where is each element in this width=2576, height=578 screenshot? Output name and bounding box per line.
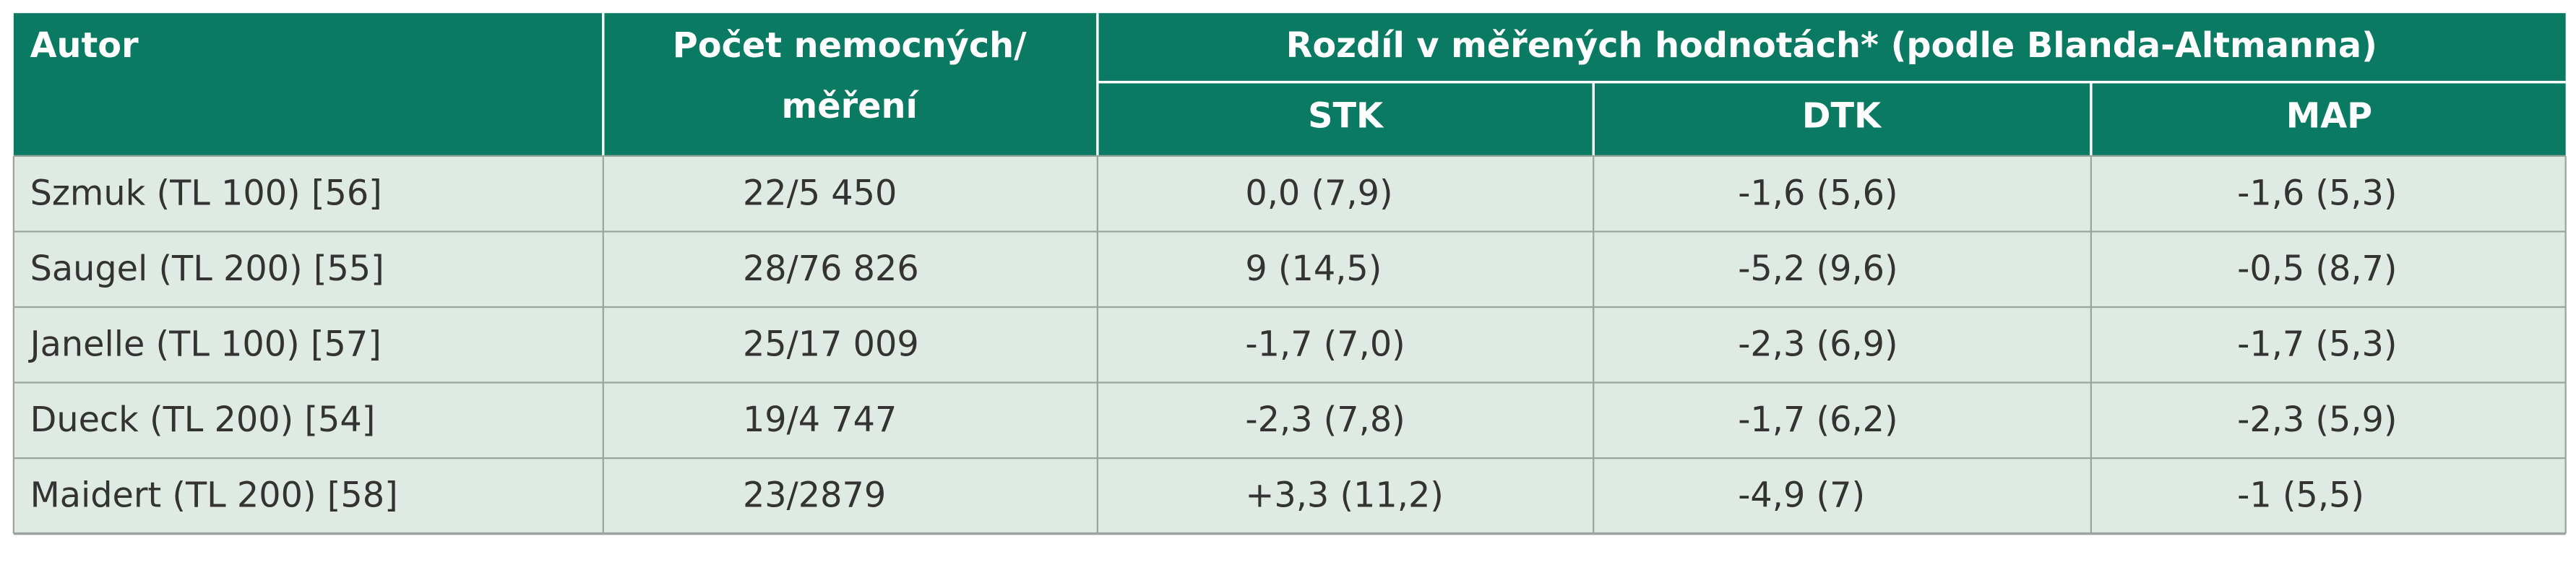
cell: +3,3 (11,2) (1245, 476, 1444, 516)
cell: -4,9 (7) (1738, 476, 1865, 516)
cell: Janelle (TL 100) [57] (28, 325, 382, 365)
header-count: měření (782, 87, 920, 126)
header-subcolumn: DTK (1802, 97, 1882, 137)
header-background (13, 13, 2566, 156)
cell: 28/76 826 (743, 249, 919, 289)
header-difference: Rozdíl v měřených hodnotách* (podle Blan… (1286, 26, 2377, 66)
cell: 19/4 747 (743, 400, 897, 440)
cell: -1 (5,5) (2237, 476, 2364, 516)
cell: Szmuk (TL 100) [56] (30, 173, 382, 213)
cell: Maidert (TL 200) [58] (30, 476, 398, 516)
cell: -1,6 (5,6) (1738, 173, 1897, 213)
cell: -5,2 (9,6) (1738, 249, 1897, 289)
cell: Saugel (TL 200) [55] (30, 249, 384, 289)
cell: 23/2879 (743, 476, 886, 516)
cell: 0,0 (7,9) (1245, 173, 1392, 213)
cell: -2,3 (7,8) (1245, 400, 1405, 440)
cell: -1,7 (7,0) (1245, 325, 1405, 365)
header-author: Autor (30, 26, 139, 66)
cell: -1,6 (5,3) (2237, 173, 2397, 213)
cell: -1,7 (6,2) (1738, 400, 1897, 440)
cell: 22/5 450 (743, 173, 897, 213)
cell: -2,3 (6,9) (1738, 325, 1897, 365)
cell: 25/17 009 (743, 325, 919, 365)
cell: -1,7 (5,3) (2237, 325, 2397, 365)
cell: Dueck (TL 200) [54] (30, 400, 376, 440)
cell: 9 (14,5) (1245, 249, 1382, 289)
header-count: Počet nemocných/ (673, 26, 1027, 66)
cell: -0,5 (8,7) (2237, 249, 2397, 289)
body-background (13, 155, 2566, 534)
cell: -2,3 (5,9) (2237, 400, 2397, 440)
header-subcolumn: MAP (2286, 97, 2372, 137)
header-subcolumn: STK (1308, 97, 1384, 137)
